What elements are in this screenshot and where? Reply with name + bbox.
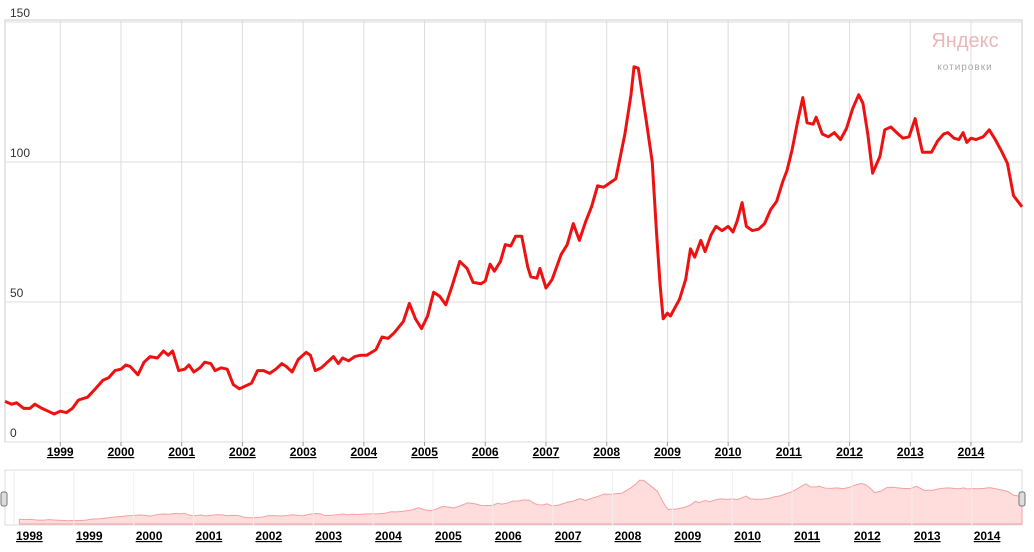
navigator-tick-label: 2003 bbox=[315, 529, 342, 543]
x-tick-label: 2014 bbox=[958, 445, 985, 459]
x-tick-label: 2001 bbox=[168, 445, 195, 459]
navigator-tick-label: 2012 bbox=[854, 529, 881, 543]
x-tick-label: 1999 bbox=[47, 445, 74, 459]
navigator-tick-label: 1998 bbox=[16, 529, 43, 543]
navigator-tick-label: 2011 bbox=[794, 529, 820, 543]
navigator-tick-label: 2000 bbox=[136, 529, 163, 543]
navigator-tick-label: 2014 bbox=[974, 529, 1001, 543]
navigator-tick-label: 2007 bbox=[555, 529, 582, 543]
navigator-tick-label: 2010 bbox=[734, 529, 761, 543]
x-tick-label: 2000 bbox=[108, 445, 135, 459]
x-tick-label: 2005 bbox=[411, 445, 438, 459]
y-tick-label: 100 bbox=[10, 146, 30, 160]
x-tick-label: 2003 bbox=[290, 445, 317, 459]
navigator-tick-label: 1999 bbox=[76, 529, 103, 543]
navigator-tick-label: 2008 bbox=[615, 529, 642, 543]
navigator-tick-label: 2002 bbox=[255, 529, 282, 543]
y-tick-label: 150 bbox=[10, 6, 30, 20]
x-tick-label: 2009 bbox=[654, 445, 681, 459]
brand-subtitle: котировки bbox=[937, 62, 992, 73]
y-tick-label: 0 bbox=[10, 426, 17, 440]
x-tick-label: 2012 bbox=[836, 445, 863, 459]
navigator-tick-label: 2001 bbox=[196, 529, 223, 543]
x-tick-label: 2008 bbox=[593, 445, 620, 459]
navigator-tick-label: 2009 bbox=[674, 529, 701, 543]
navigator-tick-label: 2013 bbox=[914, 529, 941, 543]
y-tick-label: 50 bbox=[10, 286, 24, 300]
navigator-handle[interactable] bbox=[0, 491, 8, 507]
x-tick-label: 2002 bbox=[229, 445, 256, 459]
x-tick-label: 2011 bbox=[776, 445, 802, 459]
navigator-handle[interactable] bbox=[1018, 491, 1026, 507]
x-tick-label: 2004 bbox=[350, 445, 377, 459]
x-tick-label: 2010 bbox=[715, 445, 742, 459]
navigator-tick-label: 2004 bbox=[375, 529, 402, 543]
x-tick-label: 2007 bbox=[533, 445, 560, 459]
x-tick-label: 2006 bbox=[472, 445, 499, 459]
x-tick-label: 2013 bbox=[897, 445, 924, 459]
navigator-tick-label: 2005 bbox=[435, 529, 462, 543]
navigator-area bbox=[18, 479, 1023, 525]
price-line bbox=[4, 65, 1024, 416]
brand-name: Яндекс bbox=[931, 30, 998, 52]
navigator-tick-label: 2006 bbox=[495, 529, 522, 543]
plot-frame bbox=[4, 19, 1023, 443]
